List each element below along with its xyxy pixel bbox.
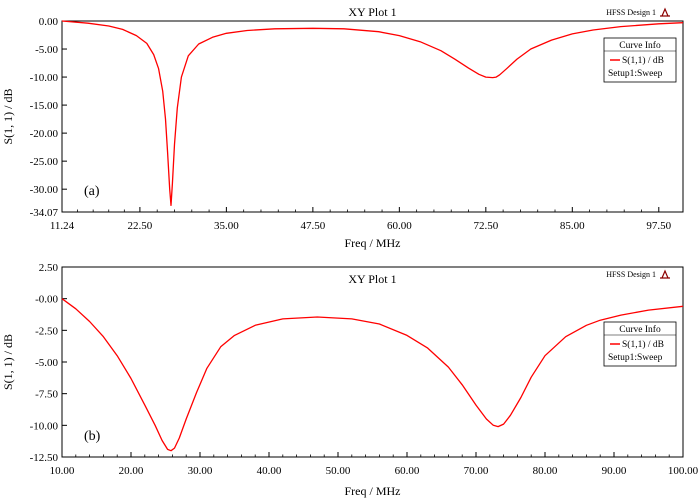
x-tick-label: 80.00 — [533, 465, 558, 477]
panel-label: (a) — [84, 184, 100, 199]
x-tick-label: 11.24 — [50, 220, 75, 232]
y-tick-label: -5.00 — [35, 357, 58, 369]
y-tick-label: -15.00 — [30, 100, 59, 112]
x-tick-label: 35.00 — [214, 220, 239, 232]
x-tick-label: 50.00 — [326, 465, 351, 477]
x-tick-label: 60.00 — [387, 220, 412, 232]
chart-panel-b: XY Plot 1 HFSS Design 1 10.00 20.00 30.00 40.… — [1, 262, 699, 498]
x-tick-label: 72.50 — [473, 220, 498, 232]
series-line-s11 — [61, 298, 684, 452]
legend-entry-name: S(1,1) / dB — [622, 339, 664, 350]
x-tick-label: 30.00 — [188, 465, 213, 477]
y-tick-label: -7.50 — [35, 389, 58, 401]
legend: Curve Info S(1,1) / dB Setup1:Sweep — [603, 321, 677, 367]
x-tick-label: 90.00 — [602, 465, 627, 477]
legend-title: Curve Info — [619, 324, 661, 335]
y-axis-label: S(1, 1) / dB — [1, 88, 15, 144]
x-tick-label: 85.00 — [560, 220, 585, 232]
x-tick-label: 10.00 — [50, 465, 75, 477]
y-tick-label: -5.00 — [35, 44, 58, 56]
y-tick-label: 0.00 — [39, 16, 59, 28]
design-badge: HFSS Design 1 — [606, 270, 656, 279]
x-tick-label: 20.00 — [119, 465, 144, 477]
x-axis-label: Freq / MHz — [345, 484, 401, 498]
chart-title: XY Plot 1 — [348, 5, 396, 19]
y-tick-label: -0.00 — [35, 294, 58, 306]
hfss-logo-icon — [660, 7, 670, 17]
y-tick-label: -20.00 — [30, 128, 59, 140]
chart-panel-a: XY Plot 1 HFSS Design 1 11.24 22.50 35.00 47.… — [1, 5, 684, 250]
legend-title: Curve Info — [619, 40, 661, 51]
design-badge: HFSS Design 1 — [606, 8, 656, 17]
x-tick-label: 100.00 — [668, 465, 699, 477]
x-axis-label: Freq / MHz — [345, 236, 401, 250]
y-tick-label: -30.00 — [30, 184, 59, 196]
legend-entry-sub: Setup1:Sweep — [608, 69, 663, 79]
plot-frame — [61, 20, 684, 213]
y-tick-label: -25.00 — [30, 156, 59, 168]
hfss-logo-icon — [660, 269, 670, 279]
x-tick-label: 40.00 — [257, 465, 282, 477]
y-tick-label: -10.00 — [30, 72, 59, 84]
x-tick-label: 60.00 — [395, 465, 420, 477]
series-line-s11 — [61, 20, 684, 207]
legend-entry-name: S(1,1) / dB — [622, 55, 664, 66]
x-tick-label: 22.50 — [128, 220, 153, 232]
y-axis-label: S(1, 1) / dB — [1, 334, 15, 390]
y-tick-label: -12.50 — [30, 452, 59, 464]
legend-entry-sub: Setup1:Sweep — [608, 353, 663, 363]
y-tick-label: -10.00 — [30, 420, 59, 432]
legend: Curve Info S(1,1) / dB Setup1:Sweep — [603, 37, 677, 83]
x-tick-label: 47.50 — [300, 220, 325, 232]
x-tick-label: 70.00 — [464, 465, 489, 477]
y-tick-label: 2.50 — [39, 262, 59, 274]
panel-label: (b) — [84, 429, 101, 444]
y-tick-label: -2.50 — [35, 325, 58, 337]
plot-frame — [61, 266, 684, 458]
x-tick-label: 97.50 — [646, 220, 671, 232]
y-tick-label: -34.07 — [30, 207, 59, 219]
chart-title: XY Plot 1 — [348, 272, 396, 286]
